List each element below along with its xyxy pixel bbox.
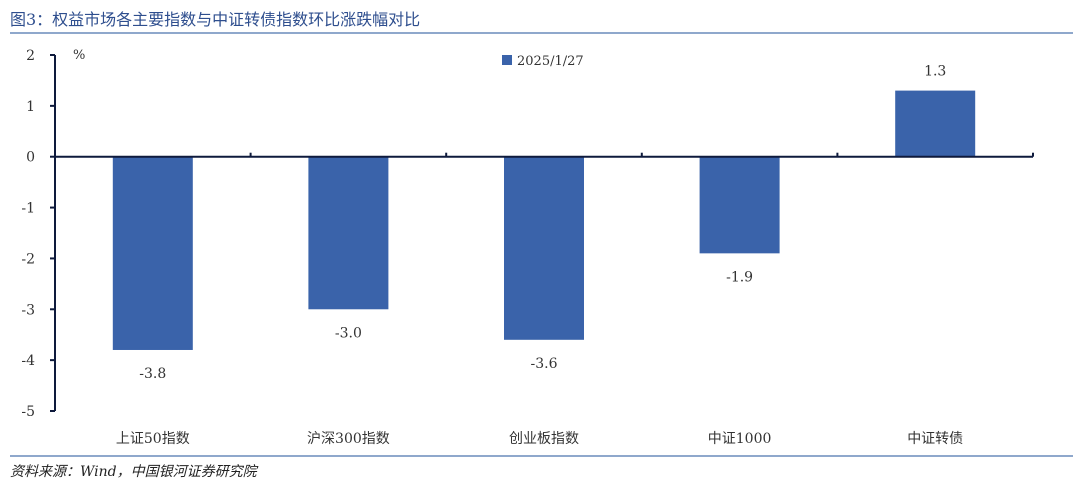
data-label: 1.3 <box>924 64 946 80</box>
data-label: -3.0 <box>335 325 362 341</box>
y-tick-label: -1 <box>21 201 35 217</box>
y-tick-label: -2 <box>21 251 35 267</box>
top-rule <box>10 32 1073 34</box>
bar <box>504 156 584 340</box>
y-axis: 2 1 0 -1 -2 -3 -4 -5 <box>21 48 56 420</box>
y-tick-label: 2 <box>26 48 35 64</box>
data-label: -3.8 <box>139 366 166 382</box>
category-label: 中证1000 <box>708 431 772 447</box>
legend: 2025/1/27 <box>502 54 584 69</box>
bars: -3.8 -3.0 -3.6 -1.9 1.3 <box>112 64 976 382</box>
y-tick-label: -5 <box>21 404 35 420</box>
legend-swatch <box>502 55 512 65</box>
data-label: -1.9 <box>726 269 753 285</box>
y-tick-label: 0 <box>26 150 35 166</box>
figure-title: 图3：权益市场各主要指数与中证转债指数环比涨跌幅对比 <box>10 10 421 29</box>
y-tick-label: -4 <box>21 353 35 369</box>
y-unit-label: % <box>73 48 85 63</box>
bar <box>895 90 976 157</box>
bar <box>308 156 389 310</box>
x-axis: 上证50指数 沪深300指数 创业板指数 中证1000 中证转债 <box>55 152 1034 447</box>
category-label: 沪深300指数 <box>307 431 390 447</box>
source-note: 资料来源：Wind，中国银河证券研究院 <box>10 464 257 480</box>
bottom-rule <box>10 455 1073 457</box>
data-label: -3.6 <box>531 356 558 372</box>
bar <box>699 156 780 254</box>
y-tick-label: -3 <box>21 302 35 318</box>
category-label: 创业板指数 <box>509 431 579 447</box>
legend-label: 2025/1/27 <box>517 54 584 69</box>
category-label: 中证转债 <box>907 431 963 447</box>
y-tick-label: 1 <box>26 99 35 115</box>
bar <box>112 156 193 350</box>
category-label: 上证50指数 <box>116 431 190 447</box>
bar-chart: 2025/1/27 % 2 1 0 -1 -2 -3 -4 -5 -3.8 -3.0 -3.6 -1… <box>21 48 1034 447</box>
